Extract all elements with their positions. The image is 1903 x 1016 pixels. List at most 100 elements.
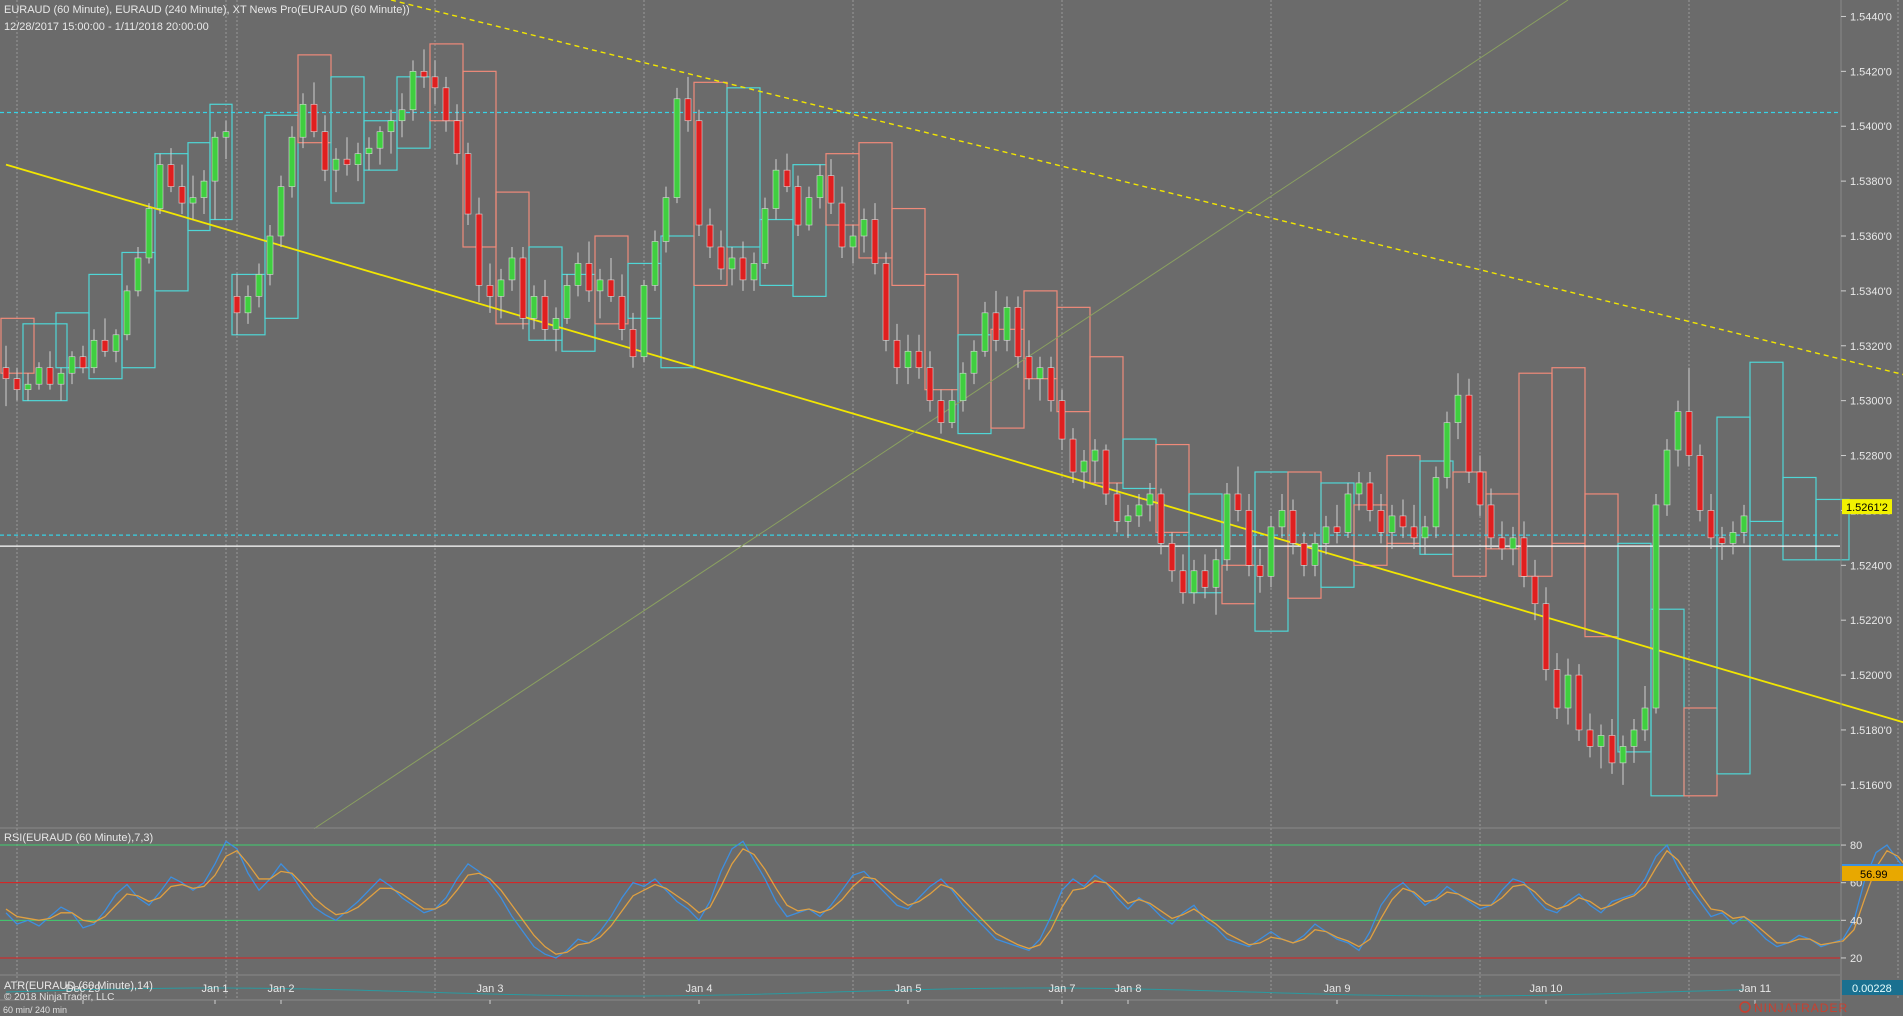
candle <box>1212 548 1220 615</box>
htf-box <box>792 164 827 297</box>
candle <box>1443 411 1451 489</box>
candle-body <box>1718 537 1726 544</box>
candle <box>1245 493 1253 577</box>
candle-body <box>717 246 725 270</box>
price-tick-label: 1.5340'0 <box>1850 286 1892 298</box>
candle-body <box>1564 674 1572 709</box>
interval-text: 60 min/ 240 min <box>3 1005 67 1015</box>
candle <box>893 323 901 385</box>
candle <box>1674 400 1682 467</box>
time-axis[interactable]: Dec 29 Jan 1 Jan 2 Jan 3 Jan 4 Jan 5 Jan 7 Jan … <box>66 983 1772 1004</box>
candle <box>563 274 571 324</box>
candle <box>1102 444 1110 505</box>
candle-body <box>453 120 461 154</box>
candle-body <box>794 186 802 226</box>
candle <box>68 351 76 385</box>
candle-body <box>1256 565 1264 577</box>
candle-body <box>541 296 549 330</box>
candle <box>783 153 791 193</box>
candle-body <box>1003 307 1011 341</box>
candle <box>1652 493 1660 714</box>
candle <box>948 389 956 429</box>
candle-body <box>112 334 120 352</box>
candle-body <box>134 257 142 292</box>
candle <box>1454 373 1462 440</box>
candle-body <box>640 285 648 358</box>
price-tick-label: 1.5160'0 <box>1850 780 1892 792</box>
candle-body <box>1399 515 1407 528</box>
candle <box>607 257 615 302</box>
candle-body <box>1586 729 1594 747</box>
candle <box>200 170 208 215</box>
candle <box>1740 504 1748 544</box>
candle <box>618 274 626 341</box>
candle-body <box>607 279 615 297</box>
candle-body <box>299 103 307 138</box>
candle-body <box>211 136 219 182</box>
chart-title: EURAUD (60 Minute), EURAUD (240 Minute),… <box>4 4 410 16</box>
candle-body <box>310 103 318 133</box>
candle <box>244 285 252 324</box>
candle-body <box>1630 729 1638 747</box>
trend-line-dashed[interactable] <box>390 0 1903 379</box>
candle <box>992 290 1000 352</box>
candle-body <box>178 186 186 204</box>
candle-body <box>629 329 637 358</box>
candle-body <box>1102 449 1110 495</box>
candle-body <box>1476 471 1484 506</box>
candle-body <box>420 71 428 78</box>
candle-body <box>739 257 747 281</box>
candle <box>739 241 747 291</box>
candle-body <box>2 367 10 379</box>
candle-body <box>343 158 351 165</box>
candle-body <box>1223 493 1231 561</box>
candle-body <box>79 356 87 369</box>
candle-body <box>750 263 758 281</box>
candle-body <box>1377 510 1385 533</box>
candle <box>1036 356 1044 401</box>
candle-body <box>167 164 175 187</box>
candle <box>2 345 10 407</box>
candle-body <box>123 290 131 336</box>
candle <box>431 60 439 105</box>
candle <box>706 208 714 258</box>
candle <box>1289 499 1297 555</box>
candle-body <box>1058 400 1066 440</box>
candle-body <box>1685 411 1693 456</box>
candle <box>1685 367 1693 467</box>
price-tick-label: 1.5380'0 <box>1850 176 1892 188</box>
candle <box>1025 340 1033 390</box>
candle-body <box>1311 543 1319 566</box>
price-axis[interactable]: 1.5440'0 1.5420'0 1.5400'0 1.5380'0 1.5360'0… <box>1841 11 1892 792</box>
candle <box>189 175 197 220</box>
candle-body <box>1234 493 1242 511</box>
candle-body <box>519 257 527 319</box>
candle <box>1487 488 1495 549</box>
candle <box>1696 444 1704 522</box>
candle-body <box>530 296 538 319</box>
candle-body <box>838 202 846 248</box>
candle <box>959 362 967 412</box>
atr-line <box>5 987 1745 997</box>
candle <box>442 76 450 132</box>
candle <box>827 159 835 215</box>
trend-line-solid[interactable] <box>5 163 1903 728</box>
price-tick-label: 1.5180'0 <box>1850 725 1892 737</box>
candle-body <box>981 312 989 352</box>
candle <box>794 175 802 236</box>
candle-body <box>1520 537 1528 577</box>
candle <box>464 142 472 226</box>
candle <box>1509 526 1517 566</box>
candle <box>475 197 483 302</box>
candle <box>101 318 109 357</box>
candle <box>1190 559 1198 604</box>
candle <box>849 225 857 264</box>
candle-body <box>497 279 505 297</box>
candle-body <box>57 372 65 385</box>
candle <box>1135 493 1143 527</box>
logo-text: NINJATRADER <box>1754 1001 1848 1015</box>
candle <box>728 246 736 286</box>
candle <box>409 60 417 121</box>
htf-box <box>1716 416 1751 775</box>
